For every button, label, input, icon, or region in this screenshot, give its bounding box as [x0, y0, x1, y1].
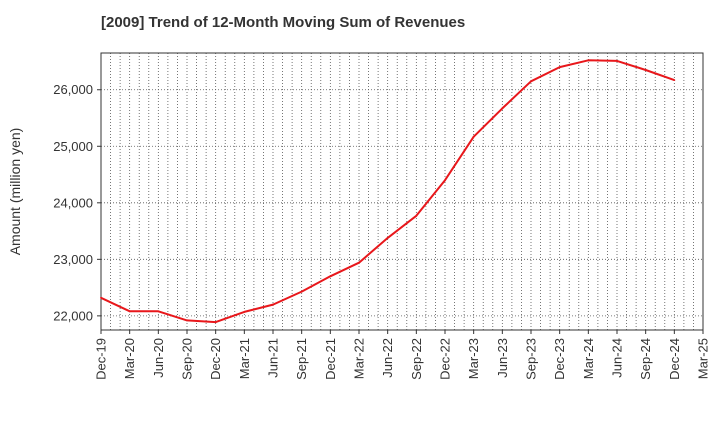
- x-tick-label: Sep-23: [524, 338, 539, 380]
- data-point: [272, 303, 274, 306]
- data-point: [587, 59, 590, 62]
- x-tick-label: Sep-24: [638, 338, 653, 380]
- data-point: [157, 310, 160, 313]
- x-tick-label: Jun-23: [495, 338, 510, 378]
- data-point: [673, 79, 676, 82]
- data-point: [300, 290, 303, 293]
- x-tick-label: Sep-20: [180, 338, 195, 380]
- data-point: [214, 321, 217, 323]
- data-point: [644, 69, 647, 71]
- data-point: [386, 236, 389, 239]
- x-tick-label: Mar-23: [466, 338, 481, 379]
- data-point: [616, 60, 618, 62]
- y-tick-label: 25,000: [53, 139, 93, 154]
- axis-ticks: 22,000 23,000 24,000 25,000 26,000 Dec-19 Mar-…: [53, 82, 710, 380]
- x-tick-label: Dec-19: [94, 338, 109, 380]
- data-point: [243, 311, 246, 313]
- x-tick-label: Mar-21: [237, 338, 252, 379]
- x-tick-label: Jun-21: [266, 338, 281, 378]
- data-point: [329, 275, 332, 278]
- x-tick-label: Sep-22: [409, 338, 424, 380]
- plot-area: [100, 52, 704, 331]
- y-tick-label: 24,000: [53, 195, 93, 210]
- x-tick-label: Mar-22: [352, 338, 367, 379]
- x-tick-label: Dec-22: [438, 338, 453, 380]
- data-point: [530, 80, 532, 83]
- y-tick-label: 23,000: [53, 252, 93, 267]
- x-tick-label: Dec-20: [208, 338, 223, 380]
- y-tick-label: 26,000: [53, 82, 93, 97]
- x-tick-label: Mar-20: [122, 338, 137, 379]
- y-axis-title: Amount (million yen): [7, 128, 23, 256]
- y-tick-label: 22,000: [53, 308, 93, 323]
- data-point: [358, 261, 360, 264]
- x-tick-label: Jun-20: [151, 338, 166, 378]
- x-tick-label: Mar-25: [696, 338, 711, 379]
- x-tick-label: Dec-21: [323, 338, 338, 380]
- x-tick-label: Sep-21: [294, 338, 309, 380]
- x-tick-label: Dec-23: [552, 338, 567, 380]
- data-point: [186, 319, 188, 322]
- chart-title: [2009] Trend of 12-Month Moving Sum of R…: [101, 14, 466, 31]
- x-tick-label: Jun-24: [610, 338, 625, 378]
- grid-lines: [101, 53, 703, 330]
- data-point: [558, 66, 561, 69]
- data-point: [472, 135, 475, 138]
- series-layer: [100, 59, 676, 324]
- x-tick-label: Jun-22: [380, 338, 395, 378]
- x-tick-label: Mar-24: [581, 338, 596, 379]
- data-point: [444, 179, 446, 182]
- x-tick-label: Dec-24: [667, 338, 682, 380]
- data-point: [415, 214, 418, 217]
- data-point: [128, 310, 131, 313]
- data-point: [501, 107, 504, 110]
- data-point: [100, 296, 102, 299]
